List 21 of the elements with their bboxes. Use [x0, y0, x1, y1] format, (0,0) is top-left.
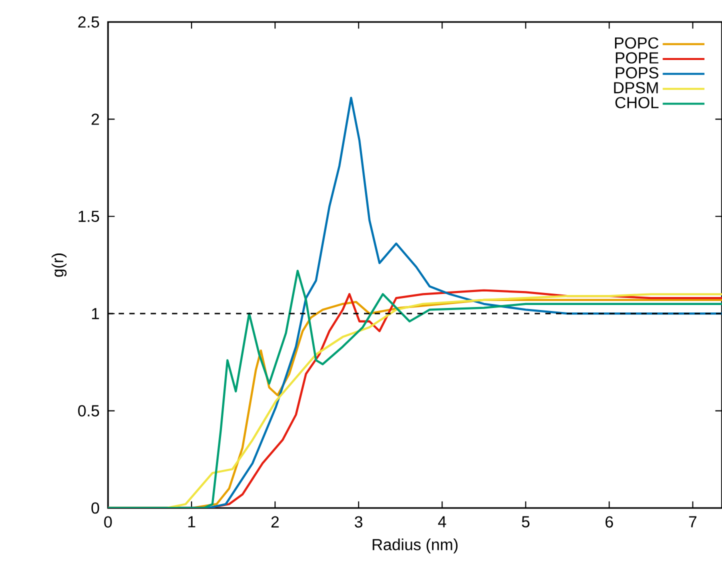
- y-axis-title: g(r): [52, 254, 67, 277]
- x-tick-label: 4: [438, 516, 446, 528]
- x-tick-label: 1: [188, 516, 196, 528]
- legend-label: POPE: [616, 52, 658, 64]
- y-tick-label: 1.5: [78, 210, 100, 222]
- legend-label: POPS: [616, 67, 658, 78]
- y-tick-label: 0.5: [78, 405, 100, 416]
- x-tick-label: 3: [354, 516, 362, 528]
- x-axis-title: Radius (nm): [372, 538, 458, 554]
- x-tick-label: 6: [606, 516, 613, 528]
- x-tick-label: 2: [271, 516, 279, 528]
- y-tick-label: 0: [91, 502, 100, 514]
- legend-label: CHOL: [615, 96, 659, 108]
- x-tick-label: 5: [522, 516, 530, 528]
- y-tick-label: 2.5: [78, 16, 100, 28]
- x-tick-label: 0: [104, 516, 112, 528]
- y-tick-label: 2: [92, 114, 99, 125]
- x-tick-label: 7: [689, 516, 696, 528]
- y-tick-label: 1: [92, 308, 99, 320]
- legend-label: DPSM: [614, 82, 658, 94]
- legend-label: POPC: [615, 37, 658, 49]
